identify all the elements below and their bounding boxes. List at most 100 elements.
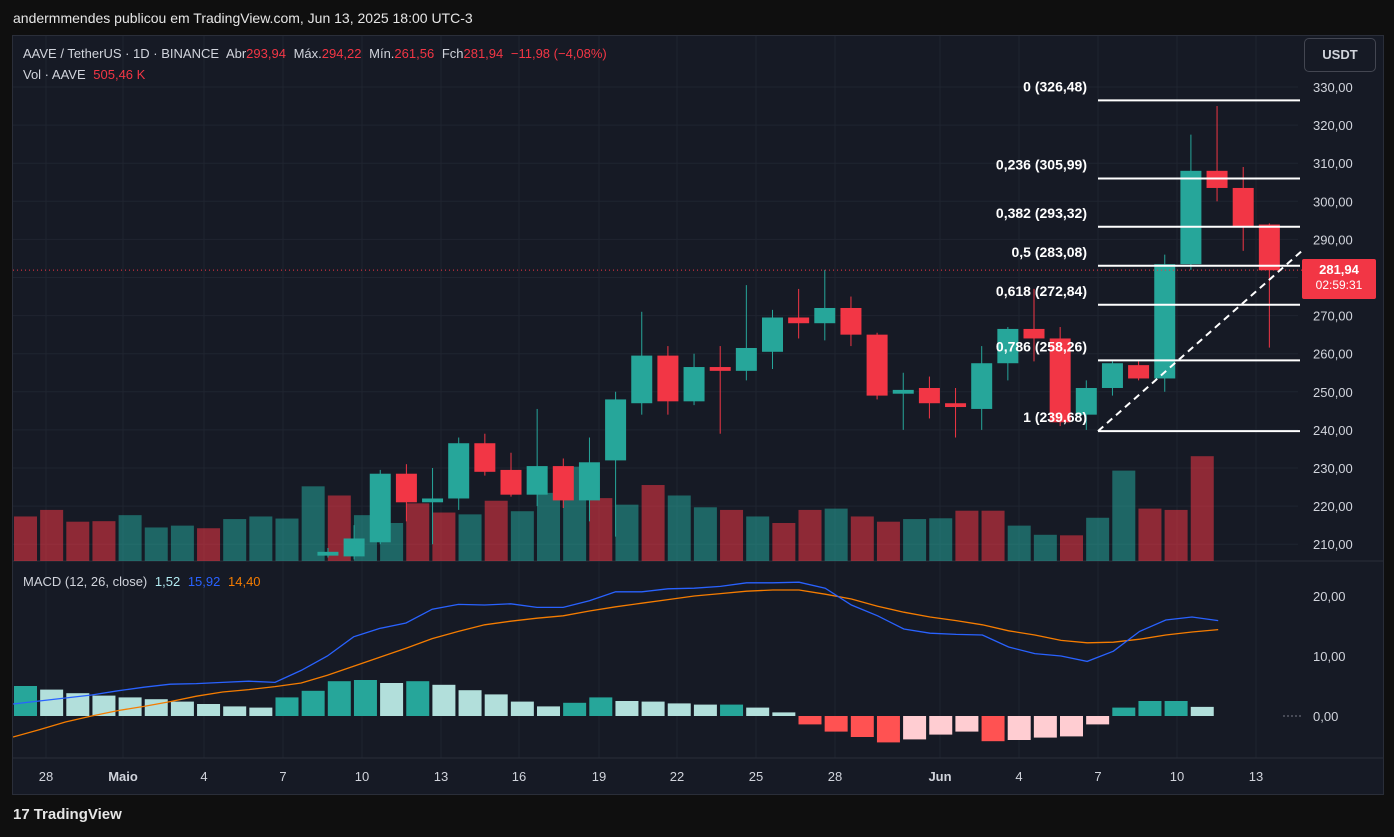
macd-histogram-bar xyxy=(720,704,744,716)
volume-bar xyxy=(14,516,37,561)
candle-body xyxy=(578,462,600,501)
volume-bar xyxy=(615,504,639,561)
candle-body xyxy=(866,334,888,396)
symbol-name[interactable]: AAVE / TetherUS · 1D · BINANCE xyxy=(23,46,220,61)
macd-histogram-bar xyxy=(746,707,770,716)
macd-label: MACD (12, 26, close) xyxy=(23,574,148,589)
macd-histogram-bar xyxy=(876,716,900,743)
volume-value: 505,46 K xyxy=(93,67,146,82)
time-axis-tick: Jun xyxy=(928,769,951,784)
close-value: 281,94 xyxy=(463,46,504,61)
volume-bar xyxy=(66,521,90,561)
candle-body xyxy=(1101,363,1123,388)
candle-body xyxy=(526,466,548,495)
candle-body xyxy=(918,387,940,404)
candle-body xyxy=(840,307,862,335)
volume-bar xyxy=(772,523,796,561)
macd-histogram-bar xyxy=(1086,716,1110,725)
macd-histogram-bar xyxy=(798,716,822,725)
chart-frame[interactable]: 0 (326,48) 0,236 (305,99) 0,382 (293,32) 0,… xyxy=(12,35,1384,795)
volume-bar xyxy=(746,516,770,561)
candle-body xyxy=(1023,328,1045,339)
volume-bar xyxy=(301,486,325,561)
macd-histogram-bar xyxy=(432,684,456,716)
macd-histogram-bar xyxy=(1164,701,1188,716)
macd-histogram-bar xyxy=(615,701,639,716)
volume-bar xyxy=(876,521,900,561)
volume-bar xyxy=(458,514,482,561)
volume-bar xyxy=(1138,508,1162,561)
macd-axis-tick: 0,00 xyxy=(1313,709,1338,724)
candle-body xyxy=(945,403,967,408)
volume-bar xyxy=(1112,470,1136,561)
fib-level-label: 1 (239,68) xyxy=(1023,409,1087,425)
time-axis-tick: 4 xyxy=(1015,769,1022,784)
candle-body xyxy=(1075,387,1097,415)
time-axis-tick: 19 xyxy=(592,769,606,784)
time-axis-tick: 7 xyxy=(1094,769,1101,784)
volume-bar xyxy=(484,500,508,561)
volume-bar xyxy=(798,509,822,561)
volume-bar xyxy=(929,518,953,561)
macd-histogram-bar xyxy=(903,716,927,740)
volume-bar xyxy=(1060,535,1083,561)
time-axis-tick: 13 xyxy=(1249,769,1263,784)
last-price-tag: 281,94 02:59:31 xyxy=(1302,259,1376,299)
volume-bar xyxy=(589,498,613,561)
volume-bar xyxy=(249,516,273,561)
macd-histogram-bar xyxy=(14,686,37,716)
macd-legend[interactable]: MACD (12, 26, close) 1,52 15,92 14,40 xyxy=(23,574,265,589)
volume-bar xyxy=(197,528,221,561)
currency-button[interactable]: USDT xyxy=(1304,38,1376,72)
fibonacci-retracement: 0 (326,48) 0,236 (305,99) 0,382 (293,32) 0,… xyxy=(996,78,1300,433)
macd-histogram-bar xyxy=(353,680,377,716)
macd-histogram-bar xyxy=(667,703,691,716)
volume-legend[interactable]: Vol · AAVE 505,46 K xyxy=(23,67,149,82)
brand-name: TradingView xyxy=(33,806,122,823)
time-axis-tick: 22 xyxy=(670,769,684,784)
candle-body xyxy=(474,443,496,472)
macd-line-value: 15,92 xyxy=(187,574,221,589)
fib-level-label: 0,236 (305,99) xyxy=(996,156,1087,172)
macd-histogram-bar xyxy=(458,690,482,716)
price-axis-tick: 230,00 xyxy=(1313,461,1353,476)
macd-histogram-bar xyxy=(589,697,613,716)
macd-histogram-bar xyxy=(223,706,247,716)
macd-histogram-bar xyxy=(40,689,64,716)
volume-bar xyxy=(406,503,430,561)
macd-histogram-bar xyxy=(1112,707,1136,716)
macd-hist-value: 1,52 xyxy=(154,574,181,589)
trendline xyxy=(1097,250,1303,432)
volume-bar xyxy=(1164,509,1188,561)
macd-histogram-bar xyxy=(484,694,508,716)
macd-histogram-bar xyxy=(563,702,587,716)
open-value: 293,94 xyxy=(246,46,286,61)
price-axis-tick: 320,00 xyxy=(1313,118,1353,133)
open-label: Abr xyxy=(225,46,247,61)
volume-bar xyxy=(903,519,927,561)
trendline-dashed xyxy=(1097,250,1303,432)
macd-histogram-bar xyxy=(327,681,351,716)
candle-body xyxy=(1258,224,1280,271)
volume-bar xyxy=(510,511,534,561)
price-axis-tick: 330,00 xyxy=(1313,80,1353,95)
symbol-legend[interactable]: AAVE / TetherUS · 1D · BINANCE Abr293,94… xyxy=(23,46,611,61)
volume-bar xyxy=(170,525,194,561)
volume-label: Vol · AAVE xyxy=(23,67,86,82)
candle-body xyxy=(814,307,836,324)
price-axis-tick: 270,00 xyxy=(1313,309,1353,324)
chart-canvas[interactable]: 0 (326,48) 0,236 (305,99) 0,382 (293,32) 0,… xyxy=(13,36,1383,794)
fib-level-label: 0,5 (283,08) xyxy=(1012,244,1088,260)
macd-histogram-bar xyxy=(1060,716,1083,737)
price-axis-tick: 210,00 xyxy=(1313,537,1353,552)
time-axis-tick: Maio xyxy=(108,769,138,784)
candle-body xyxy=(448,443,470,499)
candle-body xyxy=(343,538,365,557)
last-price-value: 281,94 xyxy=(1319,262,1359,277)
high-value: 294,22 xyxy=(321,46,362,61)
time-axis-tick: 25 xyxy=(749,769,763,784)
price-axis-tick: 240,00 xyxy=(1313,423,1353,438)
footer-brand[interactable]: 17 TradingView xyxy=(13,806,122,823)
low-label: Mín. xyxy=(369,46,395,61)
time-axis-tick: 10 xyxy=(355,769,369,784)
